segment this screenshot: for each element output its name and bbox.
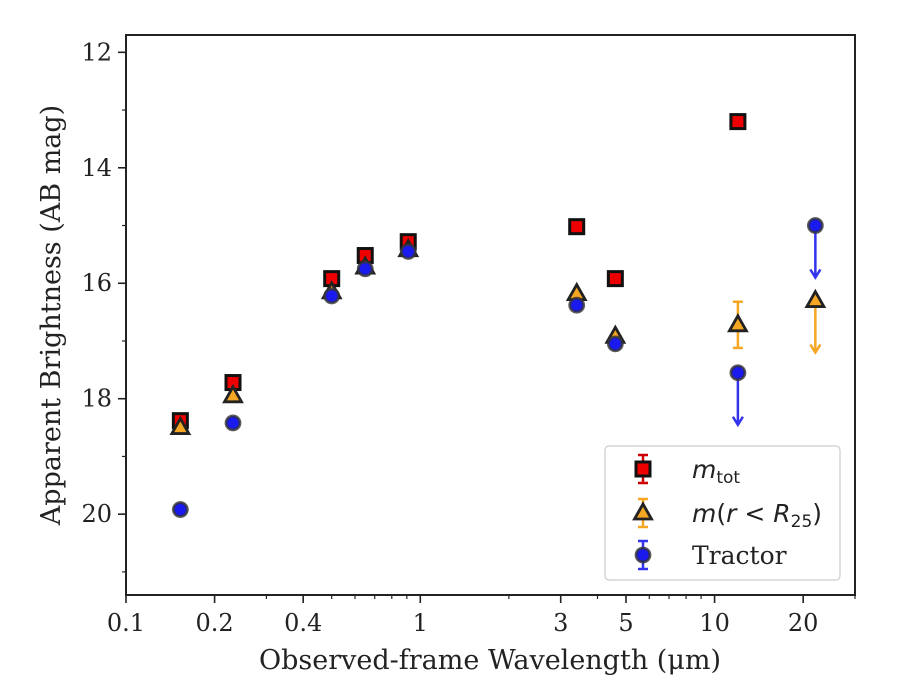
- x-tick-label: 1: [413, 609, 428, 637]
- data-point: [169, 415, 192, 435]
- data-points: [169, 113, 827, 518]
- data-point: [806, 217, 824, 234]
- legend-marker: [632, 501, 654, 521]
- y-axis-label: Apparent Brightness (AB mag): [36, 105, 67, 526]
- y-tick-label: 14: [81, 154, 112, 182]
- x-tick-label: 10: [699, 609, 730, 637]
- data-point: [356, 260, 374, 278]
- upper-limit-arrowhead: [809, 343, 822, 355]
- x-tick-label: 0.1: [107, 609, 145, 637]
- data-point: [729, 364, 747, 382]
- data-point: [224, 414, 242, 432]
- y-tick-label: 20: [81, 500, 112, 528]
- y-axis-ticks: 12 14 16 18 20: [81, 38, 126, 573]
- data-point: [606, 270, 624, 288]
- data-point: [568, 296, 586, 314]
- upper-limit-arrowhead: [731, 416, 744, 428]
- x-tick-label: 5: [618, 609, 633, 637]
- data-point: [568, 218, 586, 236]
- legend-label-mr25: m(r < R25): [692, 499, 822, 532]
- y-tick-label: 18: [81, 385, 112, 413]
- data-point: [399, 243, 417, 260]
- data-point: [222, 383, 244, 404]
- data-point: [726, 312, 749, 333]
- x-tick-label: 0.2: [196, 609, 234, 637]
- data-point: [323, 287, 341, 305]
- data-point: [606, 335, 624, 353]
- x-tick-label: 0.4: [284, 609, 322, 637]
- y-tick-label: 12: [81, 38, 112, 66]
- x-axis-ticks: 0.1 0.2 0.4 1 3 5 10 20: [107, 595, 856, 637]
- legend-marker: [634, 460, 652, 478]
- y-tick-label: 16: [81, 269, 112, 297]
- x-tick-label: 20: [788, 609, 819, 637]
- upper-limit-arrowhead: [809, 268, 822, 280]
- data-point: [804, 288, 827, 308]
- series-2: [171, 217, 824, 518]
- legend: mtot m(r < R25) Tractor: [604, 445, 841, 581]
- data-point: [729, 113, 747, 131]
- legend-label-mtot: mtot: [692, 455, 740, 488]
- x-tick-label: 3: [553, 609, 568, 637]
- legend-marker: [634, 546, 652, 564]
- legend-box: [604, 445, 841, 581]
- data-point: [171, 501, 189, 518]
- legend-label-tractor: Tractor: [692, 541, 787, 570]
- x-axis-label: Observed-frame Wavelength (μm): [259, 645, 721, 676]
